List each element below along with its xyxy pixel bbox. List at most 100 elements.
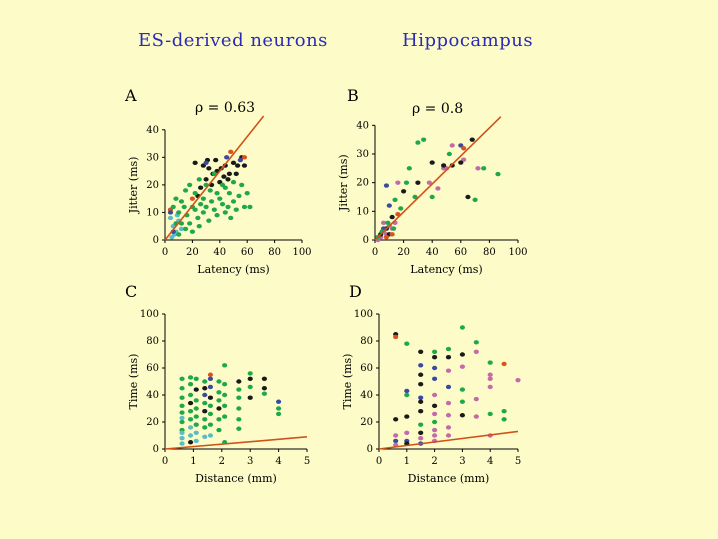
- data-point: [211, 171, 217, 177]
- data-point: [226, 190, 232, 196]
- data-point: [459, 325, 465, 330]
- data-point: [432, 349, 438, 354]
- data-point: [487, 376, 493, 381]
- y-axis-label: Time (ms): [127, 354, 140, 410]
- data-point: [515, 377, 521, 383]
- panel-c: 0 1 2 3 4 5 0 20 40 60 80 100 Distance (mm) Time (ms)…: [125, 282, 310, 485]
- data-point: [167, 215, 174, 221]
- data-point: [472, 197, 478, 203]
- data-point: [187, 400, 194, 406]
- data-point: [412, 194, 418, 200]
- data-point: [233, 207, 239, 212]
- data-point: [244, 190, 250, 196]
- data-point: [418, 430, 424, 435]
- data-point: [192, 160, 198, 166]
- data-point: [225, 177, 231, 182]
- data-point: [426, 180, 432, 185]
- x-tick-label: 5: [304, 456, 310, 467]
- data-point: [459, 387, 465, 392]
- data-point: [222, 363, 228, 368]
- x-tick-label: 0: [162, 456, 168, 467]
- data-point: [473, 396, 479, 402]
- data-point: [200, 196, 206, 201]
- y-axis-label: Jitter (ms): [127, 157, 140, 215]
- data-point: [207, 372, 214, 377]
- data-point: [193, 414, 199, 419]
- data-point: [176, 232, 182, 237]
- data-point: [200, 210, 206, 215]
- data-point: [202, 409, 208, 414]
- data-point: [235, 163, 241, 168]
- data-point: [193, 430, 199, 435]
- data-point: [202, 379, 208, 384]
- data-point: [221, 174, 227, 179]
- y-tick-label: 80: [360, 336, 373, 347]
- data-point: [386, 203, 392, 208]
- column-title-es-derived: ES-derived neurons: [138, 30, 328, 51]
- data-point: [415, 140, 421, 145]
- x-tick-label: 80: [268, 247, 281, 258]
- data-point: [445, 368, 452, 373]
- y-tick-label: 80: [146, 336, 159, 347]
- data-point: [179, 436, 185, 441]
- data-point: [432, 392, 438, 398]
- data-point: [459, 399, 465, 404]
- data-point: [187, 392, 194, 398]
- x-tick-label: 4: [275, 456, 281, 467]
- data-point: [481, 166, 487, 171]
- data-point: [173, 196, 179, 201]
- x-axis-label: Latency (ms): [410, 263, 482, 276]
- x-tick-label: 0: [372, 247, 378, 258]
- data-point: [179, 430, 185, 435]
- data-point: [216, 427, 222, 433]
- data-point: [202, 434, 208, 440]
- data-point: [418, 399, 424, 404]
- data-point: [187, 375, 194, 380]
- data-point: [187, 409, 194, 414]
- data-point: [237, 157, 243, 163]
- data-point: [179, 415, 185, 421]
- data-point: [222, 210, 228, 215]
- data-point: [179, 395, 185, 400]
- data-point: [208, 199, 215, 204]
- data-point: [216, 390, 222, 395]
- data-point: [236, 406, 242, 411]
- data-point: [202, 417, 208, 422]
- data-point: [236, 426, 242, 431]
- panel-letter: D: [349, 282, 362, 301]
- data-point: [206, 166, 212, 171]
- data-point: [393, 433, 399, 438]
- data-point: [182, 188, 189, 193]
- data-point: [473, 340, 479, 345]
- x-tick-label: 60: [454, 247, 467, 258]
- y-tick-label: 0: [153, 235, 159, 246]
- data-point: [261, 376, 267, 381]
- data-point: [178, 199, 185, 204]
- data-point: [187, 382, 194, 387]
- data-point: [179, 376, 185, 381]
- data-point: [393, 417, 399, 422]
- correlation-annotation: ρ = 0.8: [412, 101, 463, 117]
- x-tick-label: 0: [162, 247, 168, 258]
- x-tick-label: 1: [190, 456, 196, 467]
- data-point: [196, 177, 202, 182]
- data-point: [389, 214, 395, 220]
- data-point: [225, 204, 231, 210]
- data-point: [432, 355, 438, 360]
- y-axis-label: Time (ms): [341, 354, 354, 410]
- data-point: [418, 382, 424, 387]
- data-point: [222, 382, 228, 387]
- data-point: [179, 403, 185, 408]
- data-point: [207, 376, 214, 381]
- data-point: [239, 182, 245, 188]
- data-point: [176, 210, 182, 215]
- data-point: [236, 387, 242, 392]
- data-point: [222, 185, 228, 190]
- data-point: [203, 160, 209, 166]
- data-point: [233, 171, 239, 177]
- data-point: [459, 364, 465, 369]
- data-point: [207, 433, 214, 438]
- data-point: [406, 166, 412, 171]
- y-tick-label: 30: [146, 152, 159, 163]
- x-axis-label: Distance (mm): [408, 472, 490, 485]
